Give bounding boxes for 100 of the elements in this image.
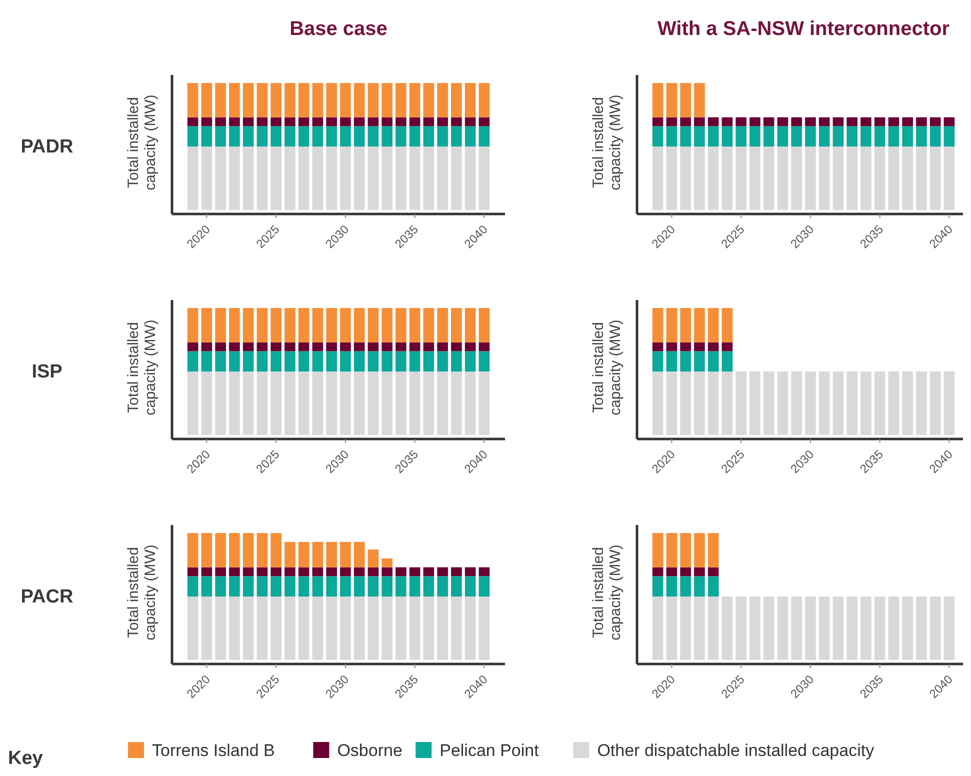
bar	[187, 596, 198, 660]
bar	[652, 308, 664, 342]
bar	[777, 596, 788, 660]
bar	[326, 126, 337, 146]
bar	[680, 83, 691, 118]
bar	[818, 596, 830, 660]
bar	[242, 308, 254, 342]
bar	[201, 533, 212, 568]
bar	[284, 542, 296, 568]
bar	[464, 567, 476, 576]
bar	[396, 351, 406, 372]
bar	[680, 351, 691, 372]
bar	[832, 117, 844, 126]
bar	[680, 146, 691, 210]
legend-label: Pelican Point	[440, 741, 540, 760]
bar	[464, 576, 476, 596]
legend-label: Other dispatchable installed capacity	[597, 741, 875, 760]
bar	[694, 596, 705, 660]
bar	[478, 351, 490, 372]
bar	[818, 126, 830, 146]
bar	[368, 308, 379, 342]
bar	[478, 342, 490, 352]
bar	[215, 533, 226, 568]
bar	[451, 126, 462, 146]
bar	[944, 596, 955, 660]
bar	[229, 596, 240, 660]
bar	[298, 372, 310, 435]
bar	[652, 83, 664, 118]
bar	[368, 126, 379, 146]
bar	[464, 372, 476, 435]
bar	[229, 533, 240, 568]
bar	[791, 596, 802, 660]
bar	[652, 126, 664, 146]
bar	[694, 576, 705, 596]
bar	[368, 576, 379, 596]
bar	[270, 83, 282, 118]
bar	[409, 576, 420, 596]
bar	[368, 117, 379, 126]
bar	[437, 308, 448, 342]
bar	[409, 117, 420, 126]
bar	[284, 126, 296, 146]
bar	[187, 308, 198, 342]
bar	[242, 146, 254, 210]
bar	[874, 146, 886, 210]
bar	[846, 117, 858, 126]
bar	[242, 567, 254, 576]
bar	[201, 308, 212, 342]
bar	[382, 596, 392, 660]
bar	[423, 342, 434, 352]
bar	[451, 596, 462, 660]
bar	[930, 126, 941, 146]
chart-title: Base case	[290, 18, 388, 40]
legend-title: Key	[8, 748, 44, 769]
bar	[888, 126, 900, 146]
bar	[763, 126, 774, 146]
bar	[201, 576, 212, 596]
bar	[396, 146, 406, 210]
bar	[888, 372, 900, 435]
bar	[832, 596, 844, 660]
bar	[874, 117, 886, 126]
bar	[478, 117, 490, 126]
bar	[368, 342, 379, 352]
bar	[256, 372, 268, 435]
bar	[242, 576, 254, 596]
bar	[423, 596, 434, 660]
bar	[777, 146, 788, 210]
bar	[340, 126, 351, 146]
bar	[298, 542, 310, 568]
bar	[750, 146, 760, 210]
bar	[284, 372, 296, 435]
y-axis-title: Total installed capacity (MW)	[125, 94, 159, 190]
bar	[187, 342, 198, 352]
bar	[382, 83, 392, 118]
bar	[423, 308, 434, 342]
bar	[464, 117, 476, 126]
bar	[694, 567, 705, 576]
bar	[451, 308, 462, 342]
y-axis-title: Total installed capacity (MW)	[590, 544, 624, 640]
bar	[464, 146, 476, 210]
bar	[298, 117, 310, 126]
bar	[860, 596, 872, 660]
bar	[722, 126, 733, 146]
bar	[382, 567, 392, 576]
bar	[464, 308, 476, 342]
bar	[229, 342, 240, 352]
bar	[201, 146, 212, 210]
bar	[354, 351, 365, 372]
bar	[354, 117, 365, 126]
bar	[423, 117, 434, 126]
bar	[340, 146, 351, 210]
bar	[396, 126, 406, 146]
bar	[478, 146, 490, 210]
bar	[326, 372, 337, 435]
bar	[680, 596, 691, 660]
bar	[187, 533, 198, 568]
bar	[832, 372, 844, 435]
bar	[201, 83, 212, 118]
bar	[229, 372, 240, 435]
bar	[680, 308, 691, 342]
bar	[201, 351, 212, 372]
